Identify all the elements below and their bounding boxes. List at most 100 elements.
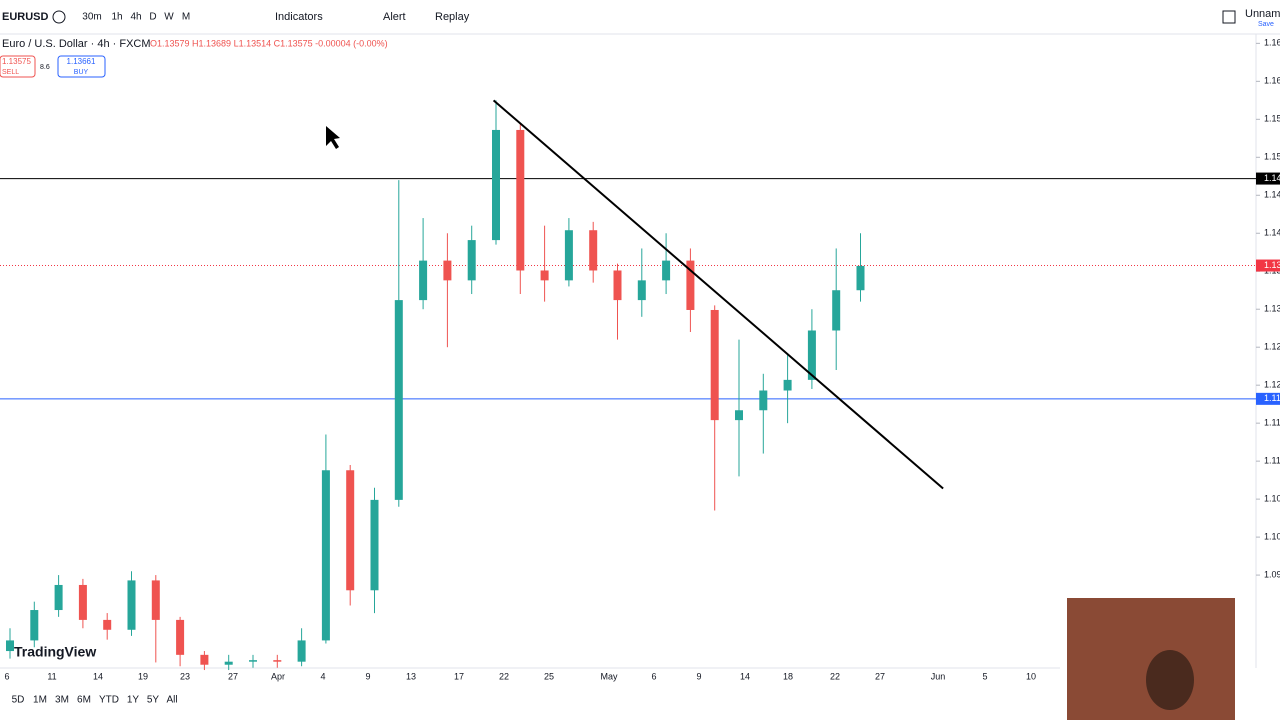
drawing-toolbar <box>660 693 960 715</box>
candle-body <box>832 290 841 331</box>
x-tick-label: 22 <box>499 671 509 681</box>
interval[interactable]: 30m <box>82 12 101 23</box>
candle-body <box>783 379 792 391</box>
x-tick-label: 13 <box>406 671 416 681</box>
y-tick-label: 1.16 <box>1264 38 1280 48</box>
sell-price: 1.13575 <box>2 57 31 66</box>
add-symbol[interactable] <box>52 10 66 24</box>
candle-body <box>127 580 136 630</box>
range-button[interactable]: 3M <box>55 695 69 706</box>
candle-body <box>856 265 865 291</box>
y-tick-label: 1.14 <box>1264 190 1280 200</box>
replay[interactable]: Replay <box>435 11 470 23</box>
x-tick-label: 17 <box>454 671 464 681</box>
buy-price: 1.13661 <box>67 57 96 66</box>
candle-body <box>176 619 185 655</box>
y-tick-label: 1.13 <box>1264 304 1280 314</box>
range-button[interactable]: 6M <box>77 695 91 706</box>
x-tick-label: 5 <box>982 671 987 681</box>
candle-body <box>78 584 87 620</box>
candle-body <box>710 309 719 421</box>
range-button[interactable]: 1M <box>33 695 47 706</box>
logo: TradingView <box>14 644 96 660</box>
x-tick-label: 22 <box>830 671 840 681</box>
x-tick-label: 11 <box>47 671 56 681</box>
webcam <box>1067 598 1235 720</box>
legend-ohlc: O1.13579 H1.13689 L1.13514 C1.13575 -0.0… <box>150 38 388 48</box>
x-tick-label: 27 <box>228 671 238 681</box>
interval[interactable]: 4h <box>130 12 141 23</box>
symbol[interactable]: EURUSD <box>2 11 49 23</box>
legend-title: Euro / U.S. Dollar · 4h · FXCM <box>2 38 151 50</box>
candle-body <box>807 330 816 380</box>
candle-body <box>370 499 379 591</box>
x-tick-label: Jun <box>931 671 946 681</box>
x-tick-label: 14 <box>93 671 103 681</box>
candle-body <box>6 640 14 652</box>
interval[interactable]: D <box>149 12 156 23</box>
range-button[interactable]: 5Y <box>147 695 160 706</box>
alert[interactable]: Alert <box>383 11 406 23</box>
price-badge <box>1256 259 1280 272</box>
x-tick-label: 9 <box>696 671 701 681</box>
candle-body <box>200 654 209 665</box>
y-tick-label: 1.16 <box>1264 76 1280 86</box>
spread: 8.6 <box>40 64 50 71</box>
y-tick-label: 1.12 <box>1264 380 1280 390</box>
y-tick-label: 1.15 <box>1264 152 1280 162</box>
indicators[interactable]: Indicators <box>275 11 323 23</box>
interval[interactable]: 1h <box>111 12 122 23</box>
candle-body <box>273 660 282 662</box>
y-tick-label: 1.09 <box>1264 569 1280 579</box>
x-tick-label: 6 <box>651 671 656 681</box>
candle-body <box>686 260 695 310</box>
cursor <box>326 126 340 149</box>
candle-body <box>540 270 549 281</box>
candle-body <box>516 129 525 271</box>
sell-label: SELL <box>2 69 19 76</box>
webcam-person <box>1146 650 1194 710</box>
x-tick-label: 10 <box>1026 671 1036 681</box>
price-badge <box>1256 392 1280 405</box>
x-tick-label: 18 <box>783 671 793 681</box>
price-badge <box>1256 172 1280 185</box>
sell-button[interactable] <box>0 55 36 78</box>
range-button[interactable]: All <box>166 695 177 706</box>
candle-body <box>637 280 646 301</box>
candle-body <box>443 260 452 281</box>
range-button[interactable]: 1Y <box>127 695 140 706</box>
interval[interactable]: W <box>164 12 174 23</box>
layout-icon[interactable] <box>1222 10 1236 24</box>
candle-body <box>321 470 330 641</box>
candle-body <box>30 610 39 641</box>
range-button[interactable]: YTD <box>99 695 119 706</box>
y-tick-label: 1.11 <box>1264 418 1280 428</box>
x-tick-label: Apr <box>271 671 285 681</box>
candle-body <box>249 660 257 662</box>
candle-body <box>467 240 476 281</box>
save[interactable]: Save <box>1258 21 1274 28</box>
price-badge-label: 1.11 <box>1264 393 1280 403</box>
candle-body <box>735 410 743 421</box>
candle-body <box>419 260 428 301</box>
x-tick-label: 25 <box>544 671 554 681</box>
candle-body <box>613 270 622 301</box>
y-tick-label: 1.14 <box>1264 228 1280 238</box>
x-tick-label: 19 <box>138 671 148 681</box>
price-badge-label: 1.14 <box>1264 173 1280 183</box>
candle-body <box>759 390 768 411</box>
candle-body <box>224 661 233 665</box>
candle-body <box>564 230 573 281</box>
layout-name[interactable]: Unname <box>1245 8 1280 20</box>
buy-button[interactable] <box>57 55 106 78</box>
x-tick-label: May <box>600 671 618 681</box>
candle-body <box>297 640 306 662</box>
buy-label: BUY <box>74 69 89 76</box>
candle-body <box>151 580 160 620</box>
x-tick-label: 23 <box>180 671 190 681</box>
x-tick-label: 4 <box>320 671 325 681</box>
interval[interactable]: M <box>182 12 190 23</box>
x-tick-label: 14 <box>740 671 750 681</box>
range-button[interactable]: 5D <box>12 695 25 706</box>
y-tick-label: 1.12 <box>1264 342 1280 352</box>
